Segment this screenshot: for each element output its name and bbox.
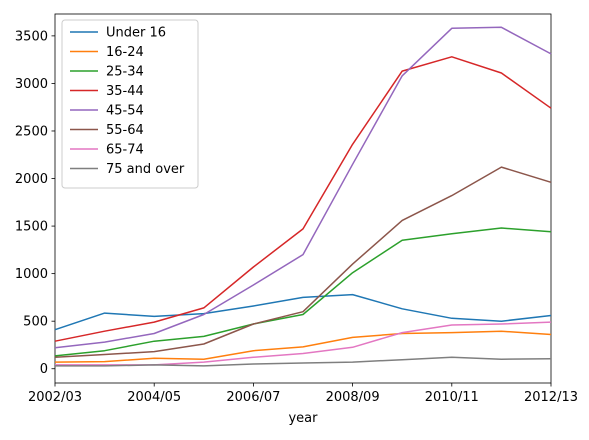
legend-label: 55-64: [106, 123, 144, 138]
y-tick-label: 0: [40, 362, 48, 377]
x-tick-label: 2008/09: [326, 390, 380, 405]
legend-label: 65-74: [106, 143, 144, 158]
legend-label: 35-44: [106, 84, 144, 99]
y-tick-label: 1500: [15, 220, 48, 235]
series-line-2: [55, 228, 551, 356]
legend-label: 16-24: [106, 45, 144, 60]
x-tick-label: 2004/05: [127, 390, 181, 405]
y-tick-label: 2500: [15, 124, 48, 139]
y-tick-label: 3500: [15, 29, 48, 44]
x-tick-label: 2012/13: [524, 390, 578, 405]
x-tick-label: 2010/11: [425, 390, 479, 405]
legend-label: 45-54: [106, 104, 144, 119]
y-tick-label: 3000: [15, 77, 48, 92]
legend-label: 75 and over: [106, 162, 185, 177]
x-tick-label: 2002/03: [28, 390, 82, 405]
legend-label: 25-34: [106, 65, 144, 80]
y-tick-label: 1000: [15, 267, 48, 282]
y-tick-label: 500: [23, 315, 48, 330]
legend: Under 16 16-24 25-34 35-44 45-54 55-64 65-74 75…: [62, 20, 198, 188]
series-line-5: [55, 167, 551, 357]
legend-label: Under 16: [106, 26, 166, 41]
x-tick-label: 2006/07: [226, 390, 280, 405]
x-axis-label: year: [288, 411, 318, 426]
y-tick-label: 2000: [15, 172, 48, 187]
